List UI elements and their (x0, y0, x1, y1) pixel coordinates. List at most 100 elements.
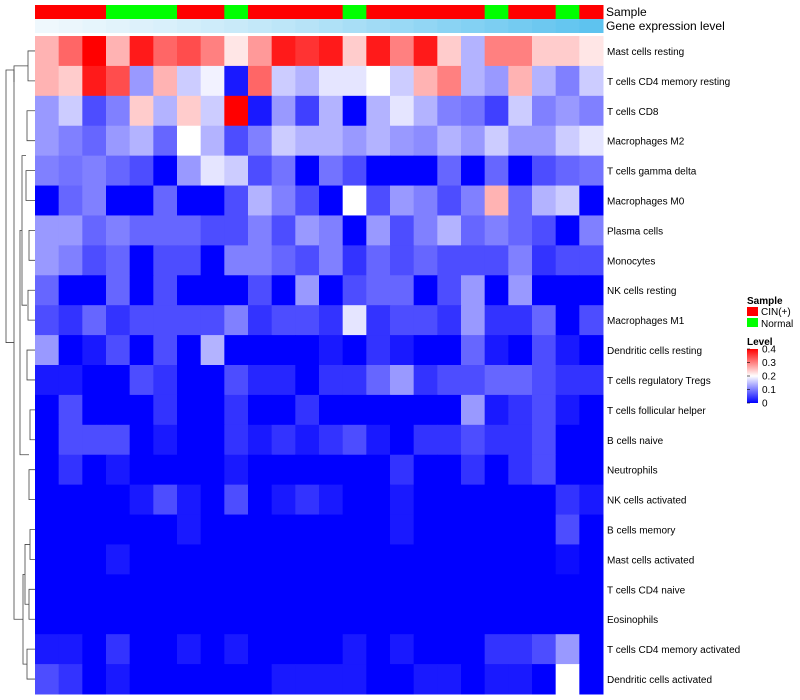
heatmap-cell (106, 634, 131, 665)
heatmap-cell (248, 544, 273, 575)
heatmap-cell (366, 36, 391, 67)
heatmap-cell (508, 664, 533, 695)
heatmap-cell (532, 275, 557, 306)
heatmap-cell (200, 245, 225, 276)
heatmap-cell (58, 36, 83, 67)
heatmap-cell (390, 185, 415, 216)
heatmap-cell (200, 394, 225, 426)
heatmap-cell (413, 155, 438, 187)
heatmap-cell (390, 95, 415, 127)
heatmap-cell (484, 215, 509, 246)
heatmap-cell (437, 215, 462, 246)
heatmap-cell (508, 454, 533, 486)
heatmap-cell (248, 305, 273, 336)
sample-annotation-cell (413, 5, 438, 19)
heatmap-cell (532, 305, 557, 336)
heatmap-cell (413, 544, 438, 575)
heatmap-cell (508, 275, 533, 306)
heatmap-cell (224, 454, 249, 486)
heatmap-cell (106, 514, 131, 545)
level-tick-label: 0.2 (762, 372, 776, 383)
legend: Sample CIN(+) Normal Level 0.4 0.3 0.2 0.1 0 (747, 296, 793, 410)
heatmap-cell (319, 95, 344, 127)
heatmap-cell (342, 484, 367, 516)
heatmap-cell (35, 454, 60, 486)
expression-annotation-cell (413, 19, 438, 33)
heatmap-cell (295, 394, 320, 426)
heatmap-cell (319, 335, 344, 366)
heatmap-cell (58, 305, 83, 336)
heatmap-cell (437, 634, 462, 665)
heatmap-cell (319, 544, 344, 575)
heatmap-cell (508, 544, 533, 575)
heatmap-cell (177, 335, 202, 366)
row-label: T cells follicular helper (607, 406, 706, 417)
heatmap-cell (532, 424, 557, 456)
heatmap-cell (248, 454, 273, 486)
heatmap-cell (532, 454, 557, 486)
heatmap-cell (437, 454, 462, 486)
heatmap-cell (390, 305, 415, 336)
dendrogram-branch (26, 648, 35, 680)
heatmap-cell (461, 484, 486, 516)
heatmap-cell (437, 664, 462, 695)
heatmap-cell (366, 185, 391, 216)
heatmap-cell (248, 245, 273, 276)
heatmap-cell (484, 305, 509, 336)
heatmap-cell (437, 514, 462, 545)
heatmap-cell (295, 185, 320, 216)
heatmap-cell (129, 604, 154, 635)
heatmap-cell (177, 95, 202, 127)
heatmap-cell (35, 215, 60, 246)
dendrogram-branch (27, 50, 35, 82)
heatmap-cell (390, 125, 415, 157)
heatmap-cell (82, 215, 107, 246)
heatmap-cell (224, 604, 249, 635)
heatmap-cell (129, 185, 154, 216)
heatmap-cell (106, 125, 131, 157)
heatmap-cell (461, 514, 486, 545)
dendrogram-branch (28, 469, 35, 500)
heatmap-cell (484, 454, 509, 486)
heatmap-cell (342, 245, 367, 276)
heatmap-cell (200, 125, 225, 157)
expression-annotation-cell (82, 19, 107, 33)
heatmap-cell (248, 36, 273, 67)
heatmap-cell (579, 305, 604, 336)
heatmap-cell (35, 245, 60, 276)
heatmap-cell (461, 125, 486, 157)
heatmap-cell (532, 185, 557, 216)
heatmap-cell (200, 36, 225, 67)
heatmap-cell (129, 484, 154, 516)
sample-annotation-cell (366, 5, 391, 19)
dendrogram-branch (29, 409, 35, 441)
heatmap-cell (177, 544, 202, 575)
heatmap-cell (437, 305, 462, 336)
heatmap-cell (153, 365, 178, 396)
heatmap-cell (177, 394, 202, 426)
heatmap-cell (484, 634, 509, 665)
heatmap-cell (366, 155, 391, 187)
heatmap-cell (484, 155, 509, 187)
heatmap-cell (271, 514, 296, 545)
row-label: Neutrophils (607, 466, 658, 477)
heatmap-cell (82, 65, 107, 97)
heatmap-cell (248, 125, 273, 157)
legend-level-colorbar (747, 349, 758, 403)
heatmap-cell (224, 664, 249, 695)
heatmap-cell (295, 275, 320, 306)
heatmap-cell (177, 484, 202, 516)
expression-annotation-cell (129, 19, 154, 33)
heatmap-cell (437, 245, 462, 276)
heatmap-cell (555, 215, 580, 246)
heatmap-cell (248, 365, 273, 396)
heatmap-cell (35, 514, 60, 545)
heatmap-cell (224, 275, 249, 306)
legend-sample-title: Sample (747, 296, 783, 307)
sample-annotation-cell (390, 5, 415, 19)
heatmap-cell (437, 335, 462, 366)
heatmap-cell (437, 604, 462, 635)
heatmap-cell (532, 544, 557, 575)
heatmap-cell (177, 125, 202, 157)
heatmap-cell (153, 275, 178, 306)
